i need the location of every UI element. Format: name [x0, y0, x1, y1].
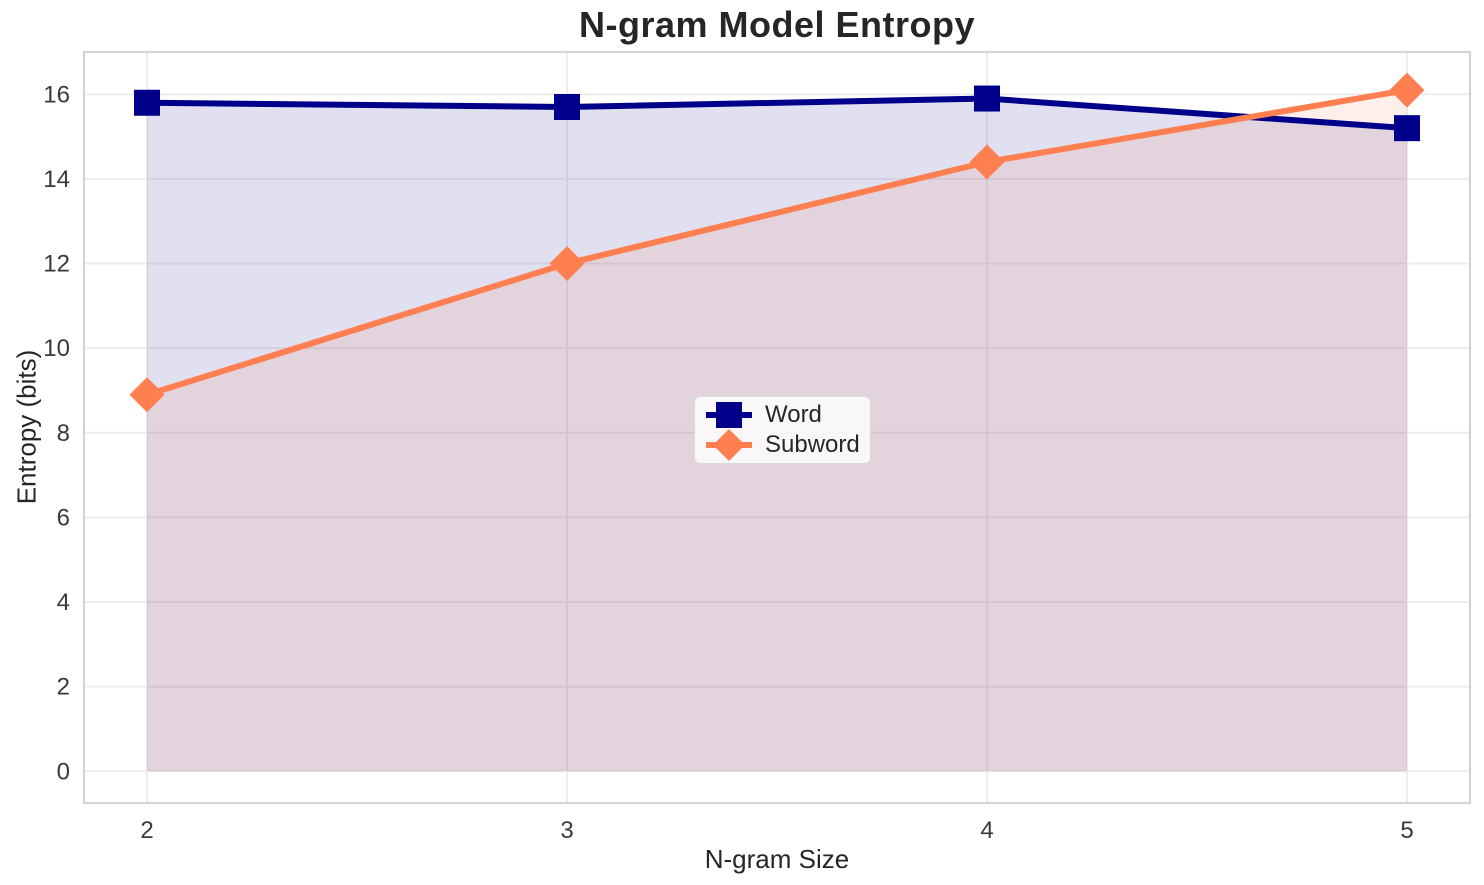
series-marker — [969, 144, 1005, 180]
legend-label-word: Word — [765, 401, 822, 428]
svg-text:0: 0 — [57, 758, 70, 785]
series-marker — [554, 94, 580, 121]
y-tick-labels: 0 2 4 6 8 10 12 14 16 — [43, 81, 70, 785]
series-marker — [129, 377, 165, 413]
svg-text:14: 14 — [43, 166, 70, 193]
x-tick-labels: 2 3 4 5 — [140, 817, 1413, 844]
svg-text:2: 2 — [57, 674, 70, 701]
legend-item-subword: Subword — [705, 429, 860, 461]
series-line-1 — [144, 87, 1410, 398]
series-marker — [1389, 72, 1425, 108]
legend-label-subword: Subword — [765, 431, 860, 458]
series-line-0 — [144, 95, 1410, 132]
series-marker — [134, 89, 160, 116]
x-axis-label: N-gram Size — [704, 844, 850, 874]
legend: Word Subword — [694, 396, 871, 464]
series-marker — [974, 85, 1000, 112]
word-square-marker-icon — [706, 402, 752, 428]
svg-text:2: 2 — [140, 817, 153, 844]
series-marker — [1394, 115, 1420, 142]
svg-text:16: 16 — [43, 81, 70, 108]
chart-title: N-gram Model Entropy — [578, 4, 975, 45]
svg-text:8: 8 — [57, 420, 70, 447]
subword-diamond-marker-icon — [706, 429, 752, 461]
svg-text:4: 4 — [57, 589, 70, 616]
svg-text:5: 5 — [1400, 817, 1413, 844]
series-marker — [549, 246, 585, 282]
y-axis-label: Entropy (bits) — [11, 349, 42, 505]
svg-text:10: 10 — [43, 335, 70, 362]
svg-text:3: 3 — [560, 817, 573, 844]
plot-spine — [82, 50, 1472, 805]
svg-text:12: 12 — [43, 251, 70, 278]
svg-text:6: 6 — [57, 504, 70, 531]
legend-item-word: Word — [705, 400, 860, 430]
svg-text:4: 4 — [980, 817, 993, 844]
